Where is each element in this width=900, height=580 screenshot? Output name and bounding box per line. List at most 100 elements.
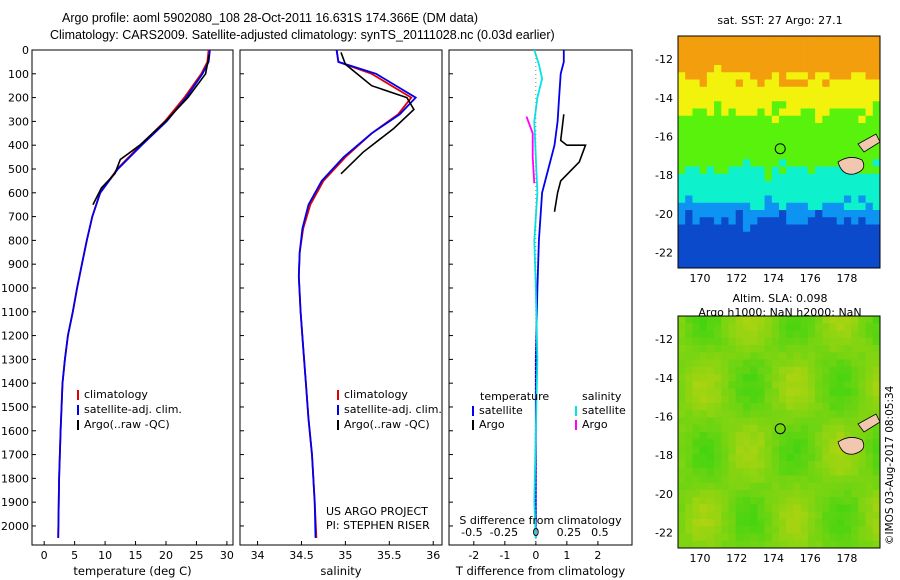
map-cell xyxy=(750,359,758,368)
map-cell xyxy=(692,239,701,247)
map-cell xyxy=(714,210,722,218)
map-cell xyxy=(779,108,787,117)
map-cell xyxy=(815,57,823,66)
map-cell xyxy=(685,181,693,189)
map-cell xyxy=(865,395,874,404)
map-cell xyxy=(757,395,765,404)
map-cell xyxy=(721,101,729,109)
map-cell xyxy=(721,410,729,418)
map-cell xyxy=(822,468,830,476)
map-cell xyxy=(757,323,765,331)
map-cell xyxy=(786,239,794,247)
map-cell xyxy=(742,533,751,542)
map-cell xyxy=(728,482,737,491)
map-cell xyxy=(851,475,859,484)
map-cell xyxy=(858,337,866,346)
map-cell xyxy=(750,432,758,440)
map-cell xyxy=(786,461,794,469)
map-cell xyxy=(822,253,830,262)
map-cell xyxy=(721,490,729,498)
map-cell xyxy=(793,330,802,339)
map-cell xyxy=(692,231,701,240)
map-cell xyxy=(764,337,773,346)
map-cell xyxy=(851,79,859,88)
map-cell xyxy=(843,210,852,218)
argo-location-marker xyxy=(774,423,786,435)
map-cell xyxy=(764,417,773,426)
map-cell xyxy=(872,424,881,433)
map-cell xyxy=(685,468,693,476)
map-cell xyxy=(779,65,787,73)
map-cell xyxy=(858,497,866,505)
map-cell xyxy=(692,159,701,167)
map-cell xyxy=(692,403,701,411)
map-cell xyxy=(822,403,830,411)
map-cell xyxy=(851,36,859,44)
map-cell xyxy=(771,345,780,353)
map-cell xyxy=(699,36,708,44)
map-cell xyxy=(786,94,794,102)
map-cell xyxy=(678,253,686,262)
map-cell xyxy=(779,50,787,59)
map-cell xyxy=(714,231,722,240)
map-cell xyxy=(872,260,881,269)
map-cell xyxy=(815,374,823,382)
map-cell xyxy=(721,533,729,542)
map-cell xyxy=(742,345,751,353)
map-cell xyxy=(779,504,787,513)
map-cell xyxy=(678,337,686,346)
map-cell xyxy=(757,159,765,167)
map-cell xyxy=(865,337,874,346)
map-cell xyxy=(822,224,830,233)
map-cell xyxy=(685,137,693,146)
map-cell xyxy=(815,166,823,175)
map-cell xyxy=(685,253,693,262)
map-cell xyxy=(728,246,737,254)
map-cell xyxy=(685,337,693,346)
map-cell xyxy=(757,410,765,418)
map-cell xyxy=(865,65,874,73)
map-cell xyxy=(685,159,693,167)
map-cell xyxy=(728,519,737,527)
map-cell xyxy=(721,417,729,426)
map-cell xyxy=(750,337,758,346)
map-cell xyxy=(843,195,852,204)
map-cell xyxy=(786,374,794,382)
map-cell xyxy=(692,57,701,66)
map-cell xyxy=(764,475,773,484)
map-cell xyxy=(757,253,765,262)
map-cell xyxy=(843,57,852,66)
map-cell xyxy=(714,79,722,88)
map-cell xyxy=(692,490,701,498)
map-cell xyxy=(678,453,686,462)
map-cell xyxy=(807,403,816,411)
map-cell xyxy=(692,374,701,382)
map-cell xyxy=(706,86,715,95)
chart-title-line1: Argo profile: aoml 5902080_108 28-Oct-20… xyxy=(62,11,479,25)
map-cell xyxy=(714,94,722,102)
map-x-tick-label: 170 xyxy=(690,552,711,565)
x-axis-label-difference: T difference from climatology xyxy=(455,564,626,578)
map-cell xyxy=(807,330,816,339)
map-cell xyxy=(771,316,780,324)
map-cell xyxy=(771,188,780,196)
map-cell xyxy=(793,511,802,520)
map-cell xyxy=(735,101,744,109)
map-cell xyxy=(735,166,744,175)
map-cell xyxy=(757,540,765,549)
map-cell xyxy=(843,417,852,426)
map-cell xyxy=(793,395,802,404)
map-y-tick-label: -18 xyxy=(655,169,673,182)
map-cell xyxy=(829,115,838,124)
map-cell xyxy=(735,72,744,80)
map-cell xyxy=(721,217,729,225)
map-cell xyxy=(742,36,751,44)
map-cell xyxy=(764,504,773,513)
map-cell xyxy=(851,395,859,404)
map-cell xyxy=(865,446,874,455)
y-tick-label: 1900 xyxy=(1,496,29,509)
map-cell xyxy=(822,79,830,88)
map-cell xyxy=(843,253,852,262)
map-cell xyxy=(735,432,744,440)
map-cell xyxy=(735,337,744,346)
